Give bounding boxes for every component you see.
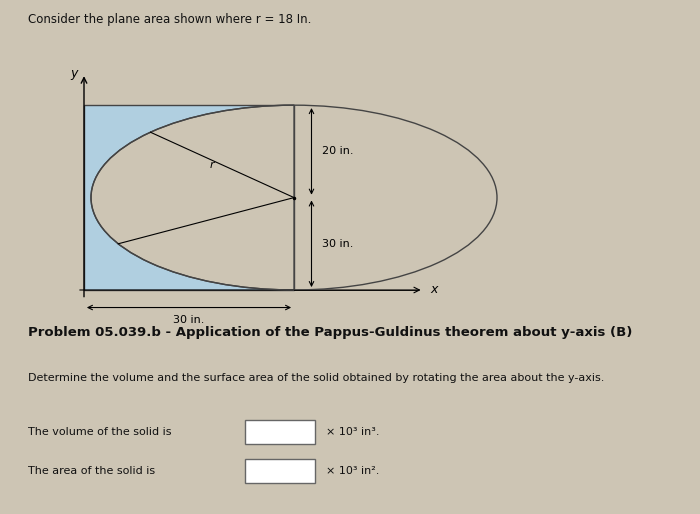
Text: The area of the solid is: The area of the solid is <box>28 466 155 476</box>
Bar <box>84 105 294 290</box>
Text: x: x <box>430 284 438 297</box>
Text: The volume of the solid is: The volume of the solid is <box>28 427 172 437</box>
Text: Determine the volume and the surface area of the solid obtained by rotating the : Determine the volume and the surface are… <box>28 373 604 383</box>
Text: 30 in.: 30 in. <box>322 239 354 249</box>
Bar <box>245 460 315 483</box>
Bar <box>245 420 315 444</box>
Text: Consider the plane area shown where r = 18 In.: Consider the plane area shown where r = … <box>28 13 312 26</box>
Wedge shape <box>91 105 294 290</box>
Text: × 10³ in³.: × 10³ in³. <box>326 427 379 437</box>
Text: Problem 05.039.b - Application of the Pappus-Guldinus theorem about y-axis (B): Problem 05.039.b - Application of the Pa… <box>28 326 632 339</box>
Text: r: r <box>209 160 214 170</box>
Text: 20 in.: 20 in. <box>322 146 354 156</box>
Text: y: y <box>70 67 77 80</box>
Text: × 10³ in².: × 10³ in². <box>326 466 379 476</box>
Text: 30 in.: 30 in. <box>174 316 204 325</box>
